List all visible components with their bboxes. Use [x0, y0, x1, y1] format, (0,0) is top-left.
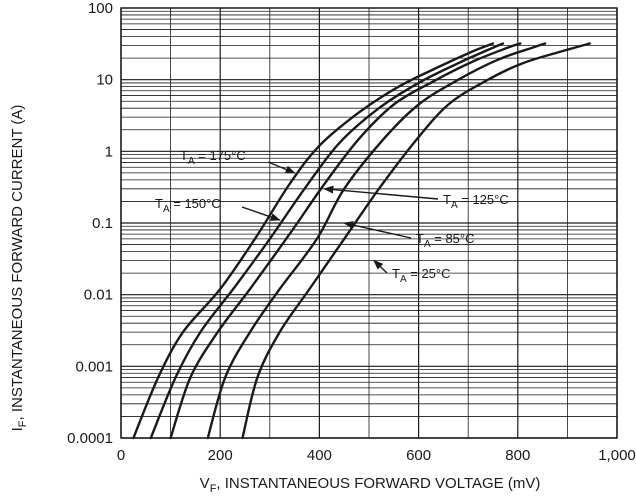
x-tick-label: 800: [505, 447, 530, 464]
series-label: TA = 25°C: [392, 266, 451, 285]
y-tick-label: 0.1: [92, 215, 113, 232]
y-tick-label: 0.01: [84, 287, 113, 304]
series-curve: [149, 42, 505, 440]
series-label: TA = 175°C: [180, 148, 246, 167]
label-arrow: [323, 185, 439, 200]
x-tick-label: 0: [117, 447, 125, 464]
y-tick-label: 1: [105, 143, 113, 160]
plot-frame: [120, 7, 618, 439]
y-tick-label: 100: [88, 0, 113, 17]
x-tick-label: 400: [307, 447, 332, 464]
y-tick-label: 10: [96, 72, 113, 89]
x-tick-labels: 0 200 400 600 800 1,000: [117, 447, 636, 464]
series-label: TA = 150°C: [155, 196, 221, 215]
y-tick-labels: 0.0001 0.001 0.01 0.1 1 10 100: [67, 0, 113, 447]
series-label: TA = 85°C: [416, 231, 475, 250]
x-axis-title: VF, INSTANTANEOUS FORWARD VOLTAGE (mV): [200, 475, 541, 495]
series-label: TA = 125°C: [443, 192, 509, 211]
series-curve: [169, 42, 522, 440]
series-curves: [132, 42, 591, 440]
label-arrow: [241, 206, 281, 221]
x-tick-label: 200: [208, 447, 233, 464]
label-arrow: [267, 161, 296, 174]
y-tick-label: 0.001: [75, 358, 113, 375]
y-axis-title: IF, INSTANTANEOUS FORWARD CURRENT (A): [9, 105, 29, 432]
series-annotations: TA = 175°C TA = 150°C TA = 125°C TA = 85°C T…: [155, 148, 509, 285]
series-curve: [206, 42, 547, 440]
y-tick-label: 0.0001: [67, 430, 113, 447]
x-tick-label: 600: [406, 447, 431, 464]
grid: [120, 8, 618, 439]
label-arrow: [343, 221, 412, 239]
series-curve: [132, 42, 495, 440]
label-arrow: [373, 259, 388, 274]
x-tick-label: 1,000: [598, 447, 636, 464]
series-curve: [241, 42, 591, 440]
